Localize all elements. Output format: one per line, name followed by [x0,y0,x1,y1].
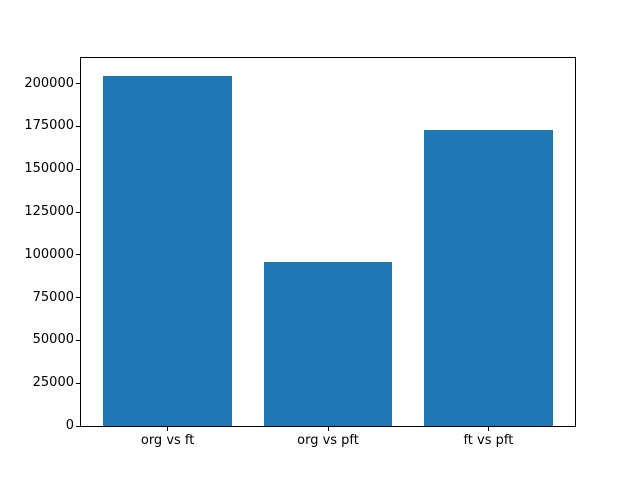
y-tick-mark [76,211,80,213]
y-tick-label: 175000 [24,118,74,134]
y-tick-label: 25000 [32,375,74,391]
x-tick-mark [327,427,329,431]
bar-org-vs-ft [103,75,232,426]
x-tick-mark [487,427,489,431]
y-tick-label: 50000 [32,332,74,348]
y-tick-mark [76,125,80,127]
bar-org-vs-pft [263,261,393,426]
x-tick-mark [167,427,169,431]
y-tick-mark [76,297,80,299]
x-tick-label: org vs ft [140,433,195,448]
y-tick-label: 75000 [32,289,74,305]
y-tick-label: 100000 [24,246,74,262]
y-tick-mark [76,168,80,170]
y-tick-label: 150000 [24,161,74,177]
y-tick-mark [76,83,80,85]
y-tick-mark [76,382,80,384]
x-tick-label: ft vs pft [463,433,514,448]
x-tick-label: org vs pft [297,433,359,448]
bar-ft-vs-pft [424,129,553,426]
y-tick-mark [76,339,80,341]
y-tick-label: 0 [65,418,74,433]
y-tick-mark [76,254,80,256]
y-tick-mark [76,425,80,427]
y-tick-label: 125000 [24,204,74,220]
y-tick-label: 200000 [24,75,74,91]
